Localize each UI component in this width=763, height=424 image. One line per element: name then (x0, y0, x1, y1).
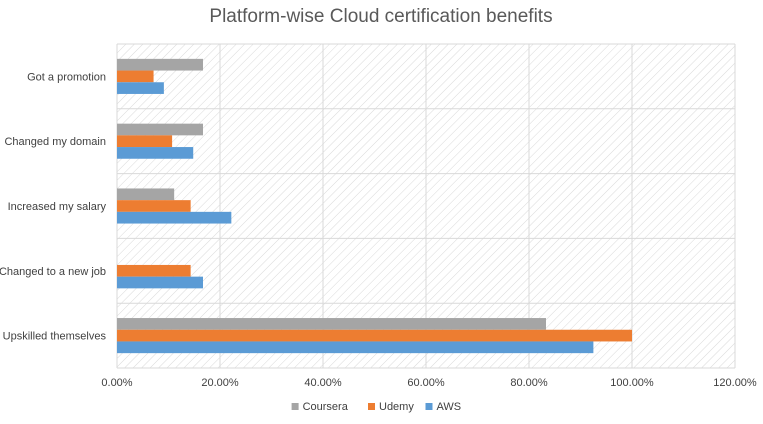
x-tick-label: 40.00% (304, 377, 342, 389)
bar-coursera (117, 58, 204, 71)
legend-label: Udemy (379, 401, 414, 413)
bar-udemy (117, 264, 191, 277)
plot-area: 0.00% 20.00% 40.00% 60.00% 80.00% 100.00% 120.… (0, 43, 757, 389)
legend: Coursera Udemy AWS (291, 401, 462, 413)
bar-coursera (117, 188, 175, 201)
bar-udemy (117, 135, 173, 148)
category-label: Upskilled themselves (3, 331, 107, 343)
bar-aws (117, 276, 204, 289)
bar-coursera (117, 318, 546, 330)
x-tick-label: 100.00% (610, 377, 654, 389)
bar-aws (117, 147, 194, 159)
bar-coursera (117, 123, 204, 136)
x-tick-label: 60.00% (407, 377, 445, 389)
bar-aws (117, 82, 164, 94)
legend-swatch (291, 403, 299, 410)
bar-udemy (117, 70, 154, 83)
bar-aws (117, 211, 232, 224)
category-label: Increased my salary (8, 201, 107, 213)
bar-udemy (117, 329, 632, 342)
x-tick-label: 0.00% (101, 377, 132, 389)
x-tick-label: 20.00% (201, 377, 239, 389)
category-label: Got a promotion (27, 71, 106, 83)
category-label: Changed my domain (4, 136, 106, 148)
legend-label: AWS (437, 401, 462, 413)
legend-swatch (425, 403, 433, 410)
x-tick-label: 80.00% (510, 377, 548, 389)
legend-label: Coursera (303, 401, 349, 413)
chart-title: Platform-wise Cloud certification benefi… (209, 6, 552, 27)
category-label: Changed to a new job (0, 266, 106, 278)
bar-aws (117, 341, 594, 354)
bar-udemy (117, 200, 191, 212)
x-tick-label: 120.00% (713, 377, 757, 389)
legend-swatch (368, 403, 375, 410)
